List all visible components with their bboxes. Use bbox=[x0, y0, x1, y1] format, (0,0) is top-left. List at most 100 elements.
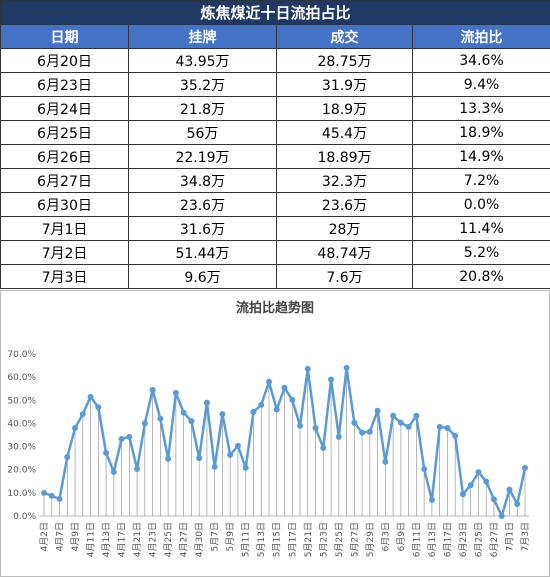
x-tick-label: 5月9日 bbox=[225, 522, 236, 551]
table-cell: 28.75万 bbox=[276, 48, 413, 73]
point bbox=[459, 491, 466, 498]
x-tick-label: 5月17日 bbox=[287, 522, 298, 557]
point bbox=[374, 407, 381, 414]
x-tick-label: 5月23日 bbox=[318, 522, 329, 557]
table-cell: 5.2% bbox=[411, 240, 550, 265]
chart: 流拍比趋势图 0.0% 10.0% 20.0% 30.0% 40.0% 50.0% 60.0… bbox=[0, 290, 550, 577]
point bbox=[281, 384, 288, 391]
table-cell: 7月1日 bbox=[0, 216, 129, 241]
point bbox=[328, 376, 335, 383]
point bbox=[41, 489, 47, 496]
point bbox=[211, 463, 218, 470]
header-row: 日期 挂牌 成交 流拍比 bbox=[0, 24, 550, 49]
table-cell: 7.2% bbox=[411, 168, 550, 193]
point bbox=[157, 415, 164, 422]
table-cell: 9.6万 bbox=[128, 264, 277, 289]
point bbox=[250, 408, 257, 415]
point bbox=[359, 429, 366, 436]
x-tick-label: 4月27日 bbox=[179, 522, 190, 557]
table-cell: 23.6万 bbox=[276, 192, 413, 217]
table-cell: 6月20日 bbox=[0, 48, 129, 73]
y-tick-label: 60.0% bbox=[7, 373, 36, 383]
point bbox=[219, 411, 226, 418]
point bbox=[103, 449, 110, 456]
point bbox=[390, 412, 397, 419]
x-tick-label: 4月11日 bbox=[86, 522, 97, 557]
table-row: 6月23日 35.2万 31.9万 9.4% bbox=[0, 72, 550, 97]
x-tick-label: 7月1日 bbox=[504, 522, 515, 551]
table-cell: 31.6万 bbox=[128, 216, 277, 241]
table-cell: 6月24日 bbox=[0, 96, 129, 121]
table-cell: 11.4% bbox=[411, 216, 550, 241]
x-tick-label: 6月17日 bbox=[442, 522, 453, 557]
point bbox=[118, 435, 125, 442]
table-cell: 6月26日 bbox=[0, 144, 129, 169]
table-cell: 18.9万 bbox=[276, 96, 413, 121]
table-cell: 32.3万 bbox=[276, 168, 413, 193]
point bbox=[265, 378, 272, 385]
point bbox=[64, 453, 71, 460]
x-tick-label: 5月27日 bbox=[349, 522, 360, 557]
point bbox=[498, 513, 505, 519]
point bbox=[304, 365, 311, 372]
point bbox=[343, 364, 350, 371]
point bbox=[79, 411, 86, 418]
point bbox=[234, 442, 241, 449]
point bbox=[72, 425, 79, 432]
point bbox=[514, 500, 521, 507]
point bbox=[242, 464, 249, 471]
point bbox=[413, 412, 420, 419]
point bbox=[335, 433, 342, 440]
x-tick-label: 5月15日 bbox=[272, 522, 283, 557]
x-tick-label: 4月30日 bbox=[194, 522, 205, 557]
table-cell: 18.89万 bbox=[276, 144, 413, 169]
x-tick-label: 4月9日 bbox=[70, 522, 81, 551]
header-cell: 日期 bbox=[0, 24, 129, 49]
table-title: 炼焦煤近十日流拍占比 bbox=[0, 0, 550, 25]
x-tick-label: 6月3日 bbox=[380, 522, 391, 551]
point bbox=[87, 393, 94, 400]
table-cell: 34.6% bbox=[411, 48, 550, 73]
x-tick-label: 6月23日 bbox=[458, 522, 469, 557]
chart-frame bbox=[0, 290, 550, 577]
table-cell: 23.6万 bbox=[128, 192, 277, 217]
table-row: 6月24日 21.8万 18.9万 13.3% bbox=[0, 96, 550, 121]
point bbox=[382, 458, 389, 465]
x-tick-label: 6月27日 bbox=[489, 522, 500, 557]
point bbox=[452, 432, 459, 439]
point bbox=[444, 425, 451, 432]
point bbox=[134, 466, 141, 473]
table-cell: 21.8万 bbox=[128, 96, 277, 121]
x-tick-label: 5月29日 bbox=[365, 522, 376, 557]
table-row: 6月26日 22.19万 18.89万 14.9% bbox=[0, 144, 550, 169]
table-cell: 48.74万 bbox=[276, 240, 413, 265]
table-row: 6月25日 56万 45.4万 18.9% bbox=[0, 120, 550, 145]
table-cell: 6月23日 bbox=[0, 72, 129, 97]
point bbox=[188, 418, 195, 425]
point bbox=[180, 409, 187, 416]
table-row: 7月2日 51.44万 48.74万 5.2% bbox=[0, 240, 550, 265]
table-cell: 18.9% bbox=[411, 120, 550, 145]
table-row: 6月20日 43.95万 28.75万 34.6% bbox=[0, 48, 550, 73]
point bbox=[506, 486, 513, 493]
point bbox=[320, 444, 327, 451]
point bbox=[428, 497, 435, 504]
point bbox=[227, 451, 234, 458]
x-tick-label: 4月13日 bbox=[101, 522, 112, 557]
point bbox=[397, 419, 404, 426]
table-cell: 45.4万 bbox=[276, 120, 413, 145]
point bbox=[126, 433, 133, 440]
table-row: 6月27日 34.8万 32.3万 7.2% bbox=[0, 168, 550, 193]
point bbox=[141, 420, 148, 427]
header-cell: 流拍比 bbox=[411, 24, 550, 49]
y-tick-label: 40.0% bbox=[7, 419, 36, 429]
point bbox=[475, 469, 482, 476]
table-row: 6月30日 23.6万 23.6万 0.0% bbox=[0, 192, 550, 217]
y-tick-label: 50.0% bbox=[7, 396, 36, 406]
point bbox=[56, 495, 63, 502]
point bbox=[312, 425, 319, 432]
y-tick-label: 30.0% bbox=[7, 443, 36, 453]
y-tick-label: 10.0% bbox=[7, 489, 36, 499]
point bbox=[273, 406, 280, 413]
